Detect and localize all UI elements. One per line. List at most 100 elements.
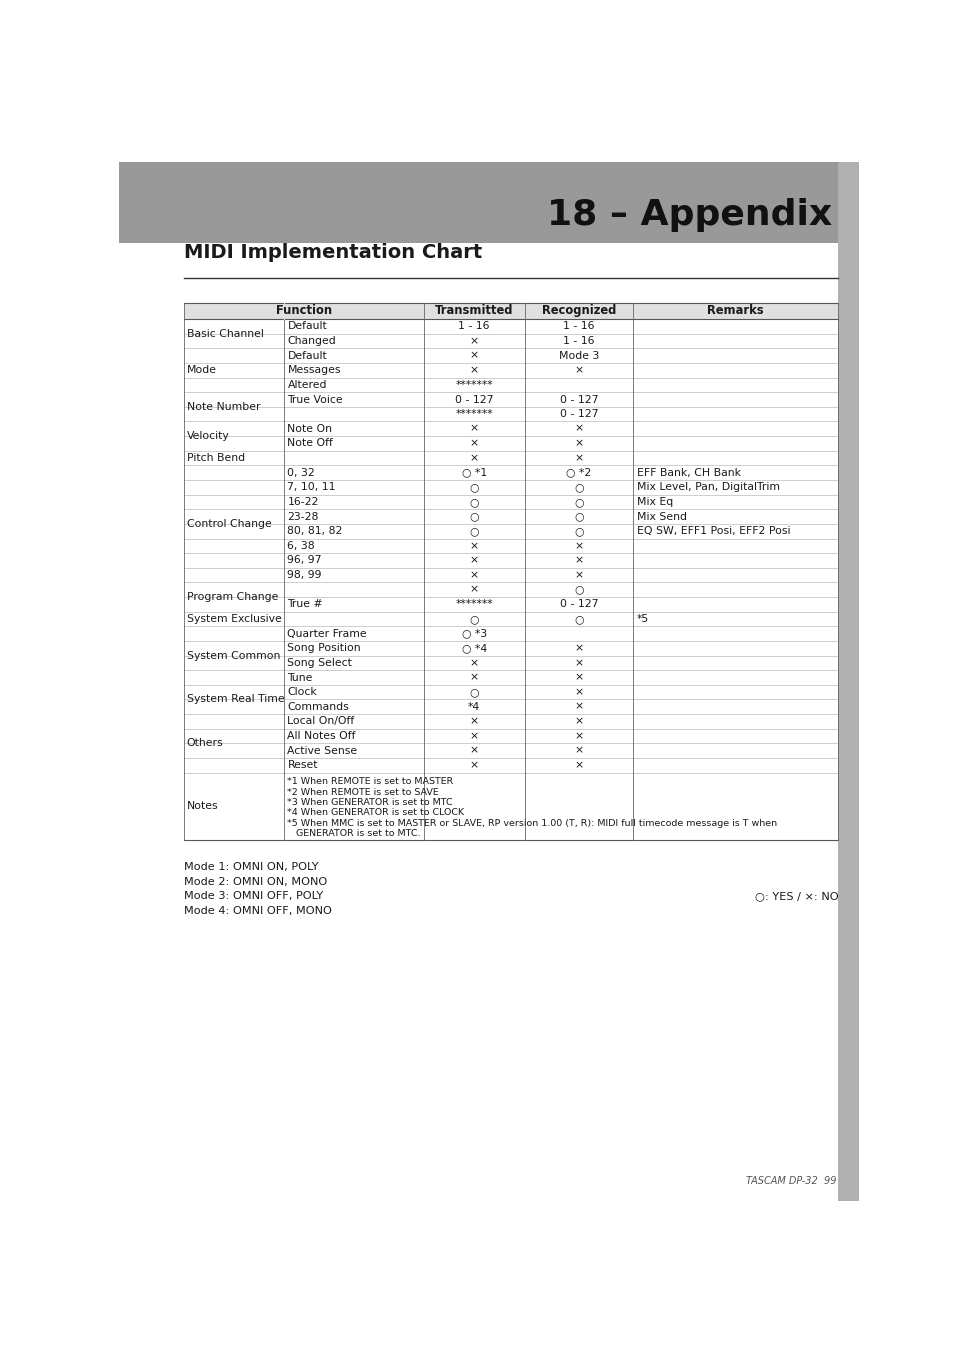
Text: Mode 1: OMNI ON, POLY: Mode 1: OMNI ON, POLY — [183, 861, 318, 872]
Text: Altered: Altered — [287, 379, 327, 390]
Text: ○: ○ — [574, 614, 583, 624]
Text: Clock: Clock — [287, 687, 316, 697]
Text: ×: × — [469, 366, 478, 375]
Text: ×: × — [469, 439, 478, 448]
Text: ×: × — [574, 760, 583, 771]
Text: 23-28: 23-28 — [287, 512, 318, 521]
Text: ×: × — [469, 745, 478, 756]
Text: ×: × — [574, 541, 583, 551]
Text: ×: × — [469, 717, 478, 726]
Text: Mode 4: OMNI OFF, MONO: Mode 4: OMNI OFF, MONO — [183, 906, 331, 915]
Text: Function: Function — [275, 305, 332, 317]
Text: Mix Send: Mix Send — [637, 512, 686, 521]
Text: Song Position: Song Position — [287, 643, 360, 653]
Text: ○: YES / ×: NO: ○: YES / ×: NO — [754, 891, 838, 902]
Text: *5: *5 — [637, 614, 649, 624]
Text: 16-22: 16-22 — [287, 497, 318, 508]
Text: GENERATOR is set to MTC.: GENERATOR is set to MTC. — [287, 829, 420, 838]
Text: Mix Level, Pan, DigitalTrim: Mix Level, Pan, DigitalTrim — [637, 482, 780, 493]
Text: EQ SW, EFF1 Posi, EFF2 Posi: EQ SW, EFF1 Posi, EFF2 Posi — [637, 526, 790, 536]
Text: Mode 3: OMNI OFF, POLY: Mode 3: OMNI OFF, POLY — [183, 891, 322, 902]
Text: ×: × — [574, 732, 583, 741]
Text: ×: × — [574, 570, 583, 580]
Text: ×: × — [469, 585, 478, 595]
Text: True Voice: True Voice — [287, 394, 343, 405]
Text: ×: × — [469, 454, 478, 463]
Text: ○: ○ — [469, 687, 478, 697]
Text: ×: × — [574, 555, 583, 566]
Text: 0, 32: 0, 32 — [287, 467, 314, 478]
Text: ×: × — [469, 351, 478, 360]
Text: ×: × — [574, 687, 583, 697]
Text: 98, 99: 98, 99 — [287, 570, 321, 580]
Text: 18 – Appendix: 18 – Appendix — [547, 198, 831, 232]
Text: ○: ○ — [469, 512, 478, 521]
Text: Note On: Note On — [287, 424, 332, 433]
Text: ○: ○ — [574, 585, 583, 595]
Text: ×: × — [574, 439, 583, 448]
Text: *******: ******* — [455, 409, 493, 418]
Text: Default: Default — [287, 321, 327, 331]
Text: Notes: Notes — [187, 802, 218, 811]
Text: Note Number: Note Number — [187, 402, 260, 412]
Text: Basic Channel: Basic Channel — [187, 328, 263, 339]
Text: Velocity: Velocity — [187, 431, 229, 441]
Text: 1 - 16: 1 - 16 — [458, 321, 490, 331]
Text: 6, 38: 6, 38 — [287, 541, 314, 551]
Text: ○: ○ — [574, 497, 583, 508]
Text: Mode 2: OMNI ON, MONO: Mode 2: OMNI ON, MONO — [183, 876, 327, 887]
Bar — [119, 162, 838, 243]
Text: ×: × — [469, 336, 478, 346]
Text: *******: ******* — [455, 599, 493, 609]
Text: ×: × — [469, 760, 478, 771]
Text: Reset: Reset — [287, 760, 317, 771]
Text: 0 - 127: 0 - 127 — [559, 394, 598, 405]
Text: Control Change: Control Change — [187, 518, 272, 529]
Text: ○: ○ — [469, 497, 478, 508]
Text: ×: × — [469, 424, 478, 433]
Text: Song Select: Song Select — [287, 657, 352, 668]
Text: *3 When GENERATOR is set to MTC: *3 When GENERATOR is set to MTC — [287, 798, 453, 807]
Text: Recognized: Recognized — [541, 305, 616, 317]
Text: ×: × — [469, 672, 478, 683]
Text: System Real Time: System Real Time — [187, 694, 284, 705]
Text: Remarks: Remarks — [707, 305, 763, 317]
Text: ×: × — [469, 570, 478, 580]
Text: Commands: Commands — [287, 702, 349, 711]
Text: *******: ******* — [455, 379, 493, 390]
Text: Others: Others — [187, 738, 223, 748]
Text: MIDI Implementation Chart: MIDI Implementation Chart — [183, 243, 481, 262]
Text: ○: ○ — [469, 614, 478, 624]
Text: ×: × — [469, 555, 478, 566]
Text: ×: × — [574, 717, 583, 726]
Text: Mode 3: Mode 3 — [558, 351, 598, 360]
Text: ○: ○ — [574, 512, 583, 521]
Text: ×: × — [574, 702, 583, 711]
Text: Local On/Off: Local On/Off — [287, 717, 355, 726]
Text: ×: × — [574, 454, 583, 463]
Text: *5 When MMC is set to MASTER or SLAVE, RP version 1.00 (T, R): MIDI full timecod: *5 When MMC is set to MASTER or SLAVE, R… — [287, 819, 777, 828]
Text: ○ *2: ○ *2 — [566, 467, 591, 478]
Text: ○ *3: ○ *3 — [461, 629, 486, 639]
Text: ×: × — [469, 541, 478, 551]
Text: Active Sense: Active Sense — [287, 745, 357, 756]
Text: Mix Eq: Mix Eq — [637, 497, 673, 508]
Text: ○: ○ — [574, 482, 583, 493]
Text: 96, 97: 96, 97 — [287, 555, 321, 566]
Text: ○: ○ — [574, 526, 583, 536]
Text: 1 - 16: 1 - 16 — [562, 336, 594, 346]
Text: All Notes Off: All Notes Off — [287, 732, 355, 741]
Text: ○ *4: ○ *4 — [461, 643, 486, 653]
Bar — [183, 302, 838, 319]
Text: True #: True # — [287, 599, 323, 609]
Text: Pitch Bend: Pitch Bend — [187, 454, 245, 463]
Text: ×: × — [574, 366, 583, 375]
Text: ×: × — [574, 672, 583, 683]
Text: 0 - 127: 0 - 127 — [559, 409, 598, 418]
Text: Mode: Mode — [187, 366, 216, 375]
Text: Note Off: Note Off — [287, 439, 333, 448]
Text: *1 When REMOTE is set to MASTER: *1 When REMOTE is set to MASTER — [287, 778, 454, 786]
Text: 1 - 16: 1 - 16 — [562, 321, 594, 331]
Text: ○: ○ — [469, 482, 478, 493]
Text: Changed: Changed — [287, 336, 335, 346]
